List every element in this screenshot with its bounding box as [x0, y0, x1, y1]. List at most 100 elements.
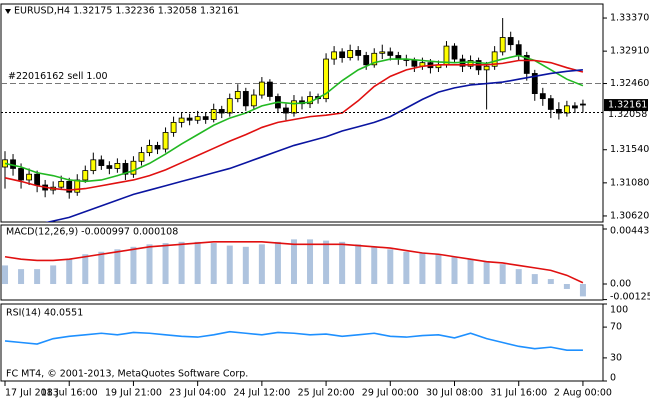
x-tick-label: 31 Jul 16:00 [490, 388, 547, 399]
macd-bar [290, 239, 297, 285]
macd-bar [387, 249, 394, 285]
candle-body [162, 132, 169, 150]
candle-body [98, 159, 105, 166]
candle-body [580, 103, 586, 106]
candle-body [146, 145, 153, 154]
candle-body [523, 55, 530, 74]
macd-bar [403, 251, 410, 285]
macd-bar [18, 269, 25, 285]
chart-title: EURUSD,H4 1.32175 1.32236 1.32058 1.3216… [14, 6, 239, 17]
macd-bar [579, 284, 586, 297]
candle-body [467, 60, 474, 67]
macd-panel [0, 224, 604, 301]
price-label-box [604, 99, 648, 112]
candle-body [483, 65, 490, 71]
macd-bar [258, 244, 265, 285]
rsi-line [4, 330, 583, 352]
macd-bar [451, 256, 458, 285]
x-tick-label: 25 Jul 20:00 [298, 388, 355, 399]
y-tick-label: 1.33370 [610, 13, 649, 24]
y-tick-label: 30 [610, 352, 622, 363]
candle-body [572, 105, 578, 109]
macd-bar [499, 264, 506, 285]
macd-bar [483, 261, 490, 285]
candle-body [331, 51, 338, 60]
candle-body [106, 165, 113, 169]
rsi-title: RSI(14) 40.0551 [6, 308, 83, 319]
y-tick-label: 1.32460 [610, 78, 649, 89]
x-tick-label: 19 Jul 21:00 [105, 388, 162, 399]
y-tick-label: 1.32910 [610, 46, 649, 57]
y-tick-label: 1.31540 [610, 144, 649, 155]
y-tick-label: 0.004437 [610, 226, 650, 237]
macd-bar [226, 245, 233, 285]
x-tick-label: 30 Jul 08:00 [426, 388, 483, 399]
candle-body [266, 81, 273, 97]
macd-bar [547, 279, 554, 285]
macd-bar [339, 241, 346, 285]
x-tick-label: 29 Jul 00:00 [362, 388, 419, 399]
candle-body [507, 37, 514, 46]
moving-average [45, 69, 584, 222]
macd-bar [307, 239, 314, 285]
macd-bar [435, 254, 442, 285]
candle-body [563, 105, 570, 114]
candle-body [515, 44, 522, 56]
x-tick-label: 24 Jul 12:00 [233, 388, 290, 399]
candle-body [130, 160, 137, 175]
x-tick-label: 18 Jul 16:00 [41, 388, 98, 399]
macd-bar [242, 246, 249, 285]
candle-body [66, 181, 73, 193]
candle-body [339, 51, 346, 59]
macd-bar [274, 241, 281, 285]
candle-body [74, 179, 81, 193]
candle-body [170, 121, 177, 133]
candle-body [194, 116, 201, 121]
candle-body [242, 91, 249, 107]
plot-layer: 1.33370 1.32910 1.32460 1.31540 1.31080 1.306… [1, 13, 650, 399]
candle-body [347, 50, 354, 59]
candle-body [34, 173, 41, 186]
x-tick-label: 17 Jul 2013 [5, 388, 59, 399]
candle-body [90, 159, 97, 172]
macd-bar [563, 284, 570, 289]
macd-bar [162, 243, 169, 285]
candle-body [250, 94, 257, 107]
macd-bar [210, 243, 217, 285]
candle-body [210, 109, 217, 120]
macd-bar [114, 249, 121, 285]
macd-bar [50, 265, 57, 285]
candle-body [202, 116, 209, 120]
y-tick-label: 100 [610, 305, 628, 316]
y-tick-label: 1.31080 [610, 177, 649, 188]
candle-body [539, 93, 546, 100]
macd-title: MACD(12,26,9) -0.000997 0.000108 [6, 227, 178, 238]
macd-bar [130, 246, 137, 285]
candle-body [154, 145, 161, 150]
x-tick-label: 23 Jul 04:00 [169, 388, 226, 399]
candle-body [499, 37, 506, 53]
y-tick-label: 0 [610, 373, 616, 384]
macd-bar [531, 274, 538, 285]
candle-body [379, 51, 386, 54]
candle-body [291, 100, 297, 114]
macd-bar [98, 251, 105, 285]
macd-bar [515, 269, 522, 285]
footer: FC MT4, © 2001-2013, MetaQuotes Software… [6, 369, 248, 380]
candle-body [82, 170, 89, 181]
candle-body [18, 168, 24, 181]
macd-bar [355, 244, 362, 285]
candle-body [218, 109, 225, 114]
candle-body [555, 109, 562, 114]
x-tick-label: 2 Aug 00:00 [554, 388, 612, 399]
candle-body [283, 107, 289, 114]
candle-body [363, 55, 370, 66]
macd-bar [419, 253, 426, 285]
candle-body [58, 181, 65, 188]
main-panel [0, 3, 604, 223]
candle-body [178, 117, 185, 123]
candle-body [411, 60, 418, 67]
order-label: #22016162 sell 1.00 [8, 71, 108, 82]
macd-signal [4, 241, 584, 284]
